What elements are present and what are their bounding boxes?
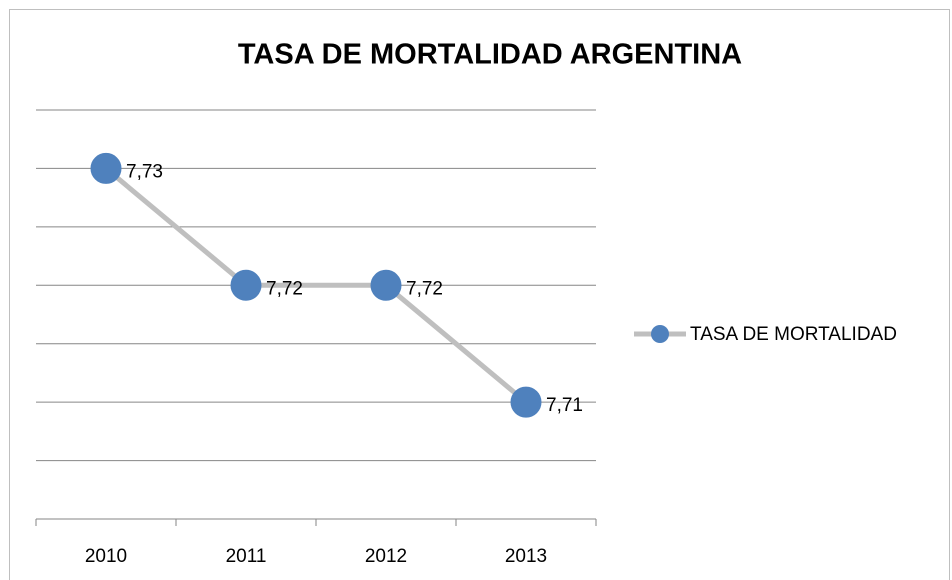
chart-frame bbox=[9, 9, 950, 580]
x-tick-label: 2013 bbox=[505, 546, 547, 567]
legend-marker bbox=[651, 325, 669, 343]
data-point bbox=[230, 269, 262, 301]
data-label: 7,71 bbox=[546, 395, 583, 416]
data-point bbox=[90, 152, 122, 184]
data-point bbox=[370, 269, 402, 301]
data-label: 7,73 bbox=[126, 161, 163, 182]
chart-title: TASA DE MORTALIDAD ARGENTINA bbox=[238, 39, 742, 71]
data-label: 7,72 bbox=[406, 278, 443, 299]
data-point bbox=[510, 386, 542, 418]
legend-label: TASA DE MORTALIDAD bbox=[690, 324, 897, 345]
x-tick-label: 2012 bbox=[365, 546, 407, 567]
data-label: 7,72 bbox=[266, 278, 303, 299]
x-tick-label: 2011 bbox=[226, 546, 267, 567]
series-line bbox=[104, 166, 528, 405]
x-tick-label: 2010 bbox=[85, 546, 127, 567]
